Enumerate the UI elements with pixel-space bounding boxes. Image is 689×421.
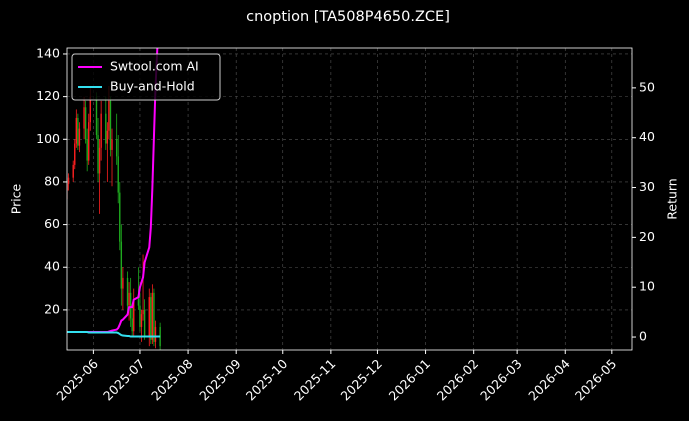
y-axis-label: Price bbox=[9, 183, 24, 214]
candle-body bbox=[100, 113, 102, 148]
candle-body bbox=[119, 192, 121, 242]
x-tick-label: 2025-10 bbox=[243, 356, 291, 404]
candle-body bbox=[133, 299, 135, 332]
candle-body bbox=[75, 117, 78, 144]
y-tick-label: 120 bbox=[36, 88, 60, 103]
candle-body bbox=[153, 292, 155, 342]
x-tick-label: 2026-03 bbox=[477, 356, 525, 404]
y2-axis-label: Return bbox=[665, 178, 680, 219]
x-tick-label: 2025-12 bbox=[337, 356, 385, 404]
y-tick-label: 100 bbox=[36, 131, 60, 146]
candle-body bbox=[84, 107, 87, 140]
candle-body bbox=[108, 100, 110, 131]
candle-body bbox=[148, 297, 150, 336]
candle-body bbox=[159, 326, 161, 347]
x-tick-label: 2026-01 bbox=[386, 356, 434, 404]
candle-body bbox=[77, 117, 79, 146]
x-tick-label: 2025-11 bbox=[291, 356, 339, 404]
candle-body bbox=[95, 96, 98, 136]
plot-frame bbox=[66, 47, 633, 351]
candle-body bbox=[115, 139, 118, 157]
candle-body bbox=[154, 326, 157, 342]
candle-body bbox=[98, 147, 101, 174]
candle-body bbox=[120, 241, 123, 289]
line-series bbox=[67, 331, 161, 338]
candle-body bbox=[67, 177, 70, 185]
y-tick-label: 80 bbox=[44, 173, 60, 188]
candle-body bbox=[86, 139, 88, 161]
x-tick-label: 2025-08 bbox=[148, 356, 196, 404]
candle-body bbox=[109, 100, 112, 150]
candle-body bbox=[88, 122, 90, 161]
candle-body bbox=[74, 143, 76, 165]
y-tick-label: 20 bbox=[44, 301, 60, 316]
x-tick-label: 2026-05 bbox=[572, 356, 620, 404]
y-tick-label: 140 bbox=[36, 45, 60, 60]
legend-label: Swtool.com AI bbox=[110, 59, 199, 74]
candle-body bbox=[151, 292, 154, 340]
candle-body bbox=[97, 135, 99, 174]
chart-title: cnoption [TA508P4650.ZCE] bbox=[246, 9, 450, 25]
y2-tick-label: 20 bbox=[639, 229, 655, 244]
line-series bbox=[67, 48, 159, 334]
x-tick-label: 2026-04 bbox=[525, 356, 573, 404]
y2-tick-label: 0 bbox=[639, 329, 647, 344]
candle-body bbox=[106, 130, 109, 144]
y-tick-label: 60 bbox=[44, 216, 60, 231]
y-tick-label: 40 bbox=[44, 259, 60, 274]
x-tick-label: 2026-02 bbox=[434, 356, 482, 404]
candle-body bbox=[117, 156, 119, 193]
candle-body bbox=[89, 96, 91, 123]
y2-tick-label: 10 bbox=[639, 279, 655, 294]
candle-body bbox=[143, 309, 146, 336]
candle-body bbox=[140, 314, 143, 327]
candle-body bbox=[111, 139, 113, 150]
y2-tick-label: 40 bbox=[639, 129, 655, 144]
candle-body bbox=[72, 164, 74, 178]
x-tick-label: 2025-09 bbox=[196, 356, 244, 404]
y2-tick-label: 50 bbox=[639, 79, 655, 94]
y2-tick-label: 30 bbox=[639, 179, 655, 194]
candle-body bbox=[131, 318, 133, 332]
legend-box bbox=[71, 53, 221, 101]
candle-body bbox=[122, 277, 124, 289]
candle-body bbox=[105, 113, 107, 144]
candle-body bbox=[142, 309, 144, 315]
candle-body bbox=[83, 107, 85, 129]
candle-body bbox=[139, 305, 141, 327]
candle-body bbox=[129, 292, 132, 319]
x-tick-label: 2025-07 bbox=[100, 356, 148, 404]
x-tick-label: 2025-06 bbox=[53, 356, 101, 404]
plot-area bbox=[67, 48, 632, 350]
candle-body bbox=[126, 277, 129, 306]
candle-body bbox=[78, 128, 81, 146]
candle-body bbox=[128, 292, 130, 306]
candle-body bbox=[150, 297, 152, 340]
candle-body bbox=[137, 299, 140, 306]
legend-label: Buy-and-Hold bbox=[110, 79, 195, 94]
